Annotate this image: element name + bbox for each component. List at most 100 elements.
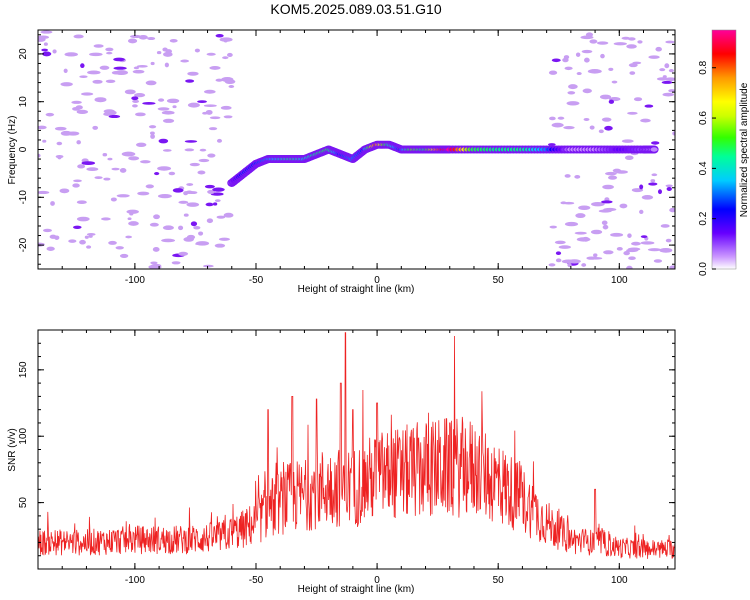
spectrogram-noise-blob bbox=[598, 129, 604, 134]
snr-series-line bbox=[38, 332, 675, 559]
spectrogram-noise-blob bbox=[206, 218, 214, 224]
spectrogram-noise-blob bbox=[162, 118, 175, 123]
spectrogram-noise-blob bbox=[209, 66, 221, 70]
spectrogram-noise-blob bbox=[621, 139, 634, 143]
spectrogram-noise-blob bbox=[203, 89, 216, 94]
spectrogram-noise-blob bbox=[126, 209, 139, 214]
spectrogram-noise-blob bbox=[604, 125, 613, 131]
spectrogram-noise-blob bbox=[60, 130, 72, 136]
snr-x-ticks: -100 -50 0 50 100 bbox=[37, 330, 669, 586]
spectrogram-noise-blob bbox=[113, 57, 125, 62]
spectrogram-noise-blob bbox=[610, 232, 624, 237]
colorbar-tick-label: 0.8 bbox=[698, 60, 709, 74]
colorbar: 0.0 0.2 0.4 0.6 0.8 Normalized spectral ampl… bbox=[698, 29, 750, 276]
spectrogram-noise-blob bbox=[566, 101, 580, 106]
spectrogram-noise-blob bbox=[72, 183, 80, 188]
spectrogram-noise-blob bbox=[110, 197, 117, 202]
spectrogram-noise-blob bbox=[562, 57, 569, 63]
spectrogram-noise-blob bbox=[206, 52, 216, 56]
spectrogram-noise-blob bbox=[38, 153, 41, 158]
spectrogram-noise-blob bbox=[584, 57, 590, 63]
spectrogram-noise-blob bbox=[114, 70, 129, 76]
spectrogram-noise-blob bbox=[202, 264, 214, 268]
spectrogram-noise-blob bbox=[134, 93, 146, 98]
spectrogram-noise-blob bbox=[86, 233, 96, 236]
spectrogram-noise-blob bbox=[629, 71, 636, 75]
spectrogram-noise-blob bbox=[111, 167, 120, 171]
snr-x-tick-label: 50 bbox=[493, 575, 505, 586]
spectrogram-noise-blob bbox=[575, 52, 581, 57]
spectrogram-noise-blob bbox=[648, 182, 658, 186]
spectrogram-noise-blob bbox=[581, 49, 593, 54]
spectrogram-noise-blob bbox=[180, 59, 190, 63]
spectrogram-noise-blob bbox=[101, 217, 111, 221]
spectrogram-noise-blob bbox=[73, 179, 82, 183]
spectrogram-noise-blob bbox=[72, 107, 81, 111]
spectrogram-noise-blob bbox=[71, 100, 82, 104]
spectrogram-noise-blob bbox=[639, 184, 644, 190]
spectrogram-noise-blob bbox=[669, 265, 675, 269]
spectrogram-noise-blob bbox=[574, 174, 581, 179]
spectrogram-noise-blob bbox=[567, 91, 576, 95]
spectrogram-noise-blob bbox=[59, 188, 70, 194]
spectrogram-noise-blob bbox=[127, 38, 138, 44]
spectrogram-noise-blob bbox=[153, 214, 160, 220]
spectrogram-noise-blob bbox=[207, 189, 215, 194]
spectrogram-noise-blob bbox=[220, 105, 232, 110]
spectrogram-noise-blob bbox=[664, 63, 670, 69]
spectrogram-noise-blob bbox=[214, 243, 226, 248]
spectrogram-noise-blob bbox=[601, 117, 612, 122]
spectrogram-noise-blob bbox=[628, 256, 636, 261]
spectrogram-noise-blob bbox=[157, 166, 172, 171]
snr-x-tick-label: -100 bbox=[125, 575, 145, 586]
spectrogram-noise-blob bbox=[589, 39, 598, 44]
spectrogram-noise-blob bbox=[105, 47, 114, 52]
snr-y-tick-label: 50 bbox=[18, 497, 29, 509]
spectrogram-noise-blob bbox=[183, 213, 189, 217]
spectrogram-noise-blob bbox=[184, 148, 195, 152]
snr-x-tick-label: -50 bbox=[249, 575, 264, 586]
spectrogram-noise-blob bbox=[660, 224, 670, 228]
spectrogram-noise-blob bbox=[599, 94, 612, 100]
spectrogram-noise-blob bbox=[603, 207, 617, 212]
spectrogram-noise-blob bbox=[42, 139, 47, 143]
spectrogram-signal-track bbox=[227, 140, 659, 187]
snr-x-tick-label: 100 bbox=[611, 575, 628, 586]
snr-y-tick-label: 150 bbox=[18, 361, 29, 378]
colorbar-tick-label: 0.4 bbox=[698, 161, 709, 175]
spectrogram-noise-blob bbox=[164, 62, 169, 68]
spectrogram-noise-blob bbox=[171, 261, 181, 265]
spectrogram-noise-blob bbox=[205, 109, 213, 115]
spectrogram-noise-blob bbox=[619, 203, 628, 209]
spectrogram-noise-blob bbox=[596, 41, 609, 45]
spectrogram-noise-blob bbox=[150, 261, 158, 265]
spectrogram-noise-blob bbox=[80, 63, 85, 69]
spectrogram-noise-blob bbox=[593, 253, 598, 258]
spectrogram-noise-blob bbox=[169, 38, 178, 43]
spectrogram-noise-blob bbox=[145, 184, 154, 189]
spectrogram-noise-blob bbox=[38, 125, 47, 130]
spectrogram-x-ticks: -100 -50 0 50 100 bbox=[37, 30, 669, 286]
spectrogram-noise-blob bbox=[107, 157, 113, 161]
spectrogram-noise-blob bbox=[137, 191, 150, 196]
spectrogram-noise-blob bbox=[121, 151, 136, 157]
spectrogram-noise-blob bbox=[99, 65, 110, 70]
spectrogram-noise-blob bbox=[41, 48, 49, 52]
spectrogram-noise-blob bbox=[149, 222, 159, 227]
spectrogram-noise-blob bbox=[119, 167, 127, 173]
spectrogram-noise-blob bbox=[564, 174, 571, 178]
spectrogram-noise-blob bbox=[186, 183, 194, 186]
spectrogram-noise-blob bbox=[563, 125, 575, 130]
signal-core bbox=[650, 147, 658, 152]
spectrogram-noise-blob bbox=[585, 32, 594, 37]
spectrogram-noise-blob bbox=[113, 66, 127, 70]
spectrogram-noise-blob bbox=[611, 80, 618, 84]
spectrogram-noise-blob bbox=[197, 100, 207, 104]
spectrogram-noise-blob bbox=[601, 220, 608, 225]
spectrogram-noise-blob bbox=[124, 89, 136, 95]
spectrogram-noise-blob bbox=[639, 209, 644, 215]
spectrogram-noise-blob bbox=[187, 71, 199, 76]
spectrogram-noise-blob bbox=[131, 96, 139, 101]
spectrogram-noise-blob bbox=[187, 102, 200, 108]
